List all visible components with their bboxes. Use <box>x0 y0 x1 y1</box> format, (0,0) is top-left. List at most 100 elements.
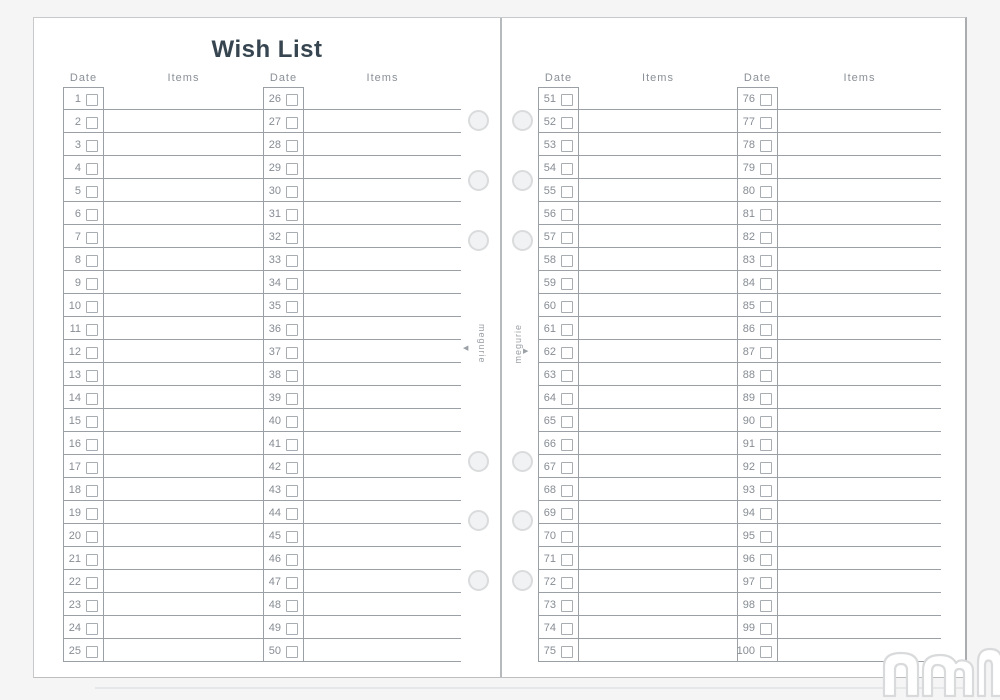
date-checkbox[interactable] <box>86 576 98 589</box>
date-checkbox[interactable] <box>286 530 298 543</box>
date-checkbox[interactable] <box>760 392 772 405</box>
date-checkbox[interactable] <box>561 116 573 129</box>
date-checkbox[interactable] <box>760 645 772 658</box>
date-checkbox[interactable] <box>760 530 772 543</box>
date-checkbox[interactable] <box>286 507 298 520</box>
date-checkbox[interactable] <box>561 392 573 405</box>
date-checkbox[interactable] <box>286 346 298 359</box>
date-checkbox[interactable] <box>760 507 772 520</box>
date-checkbox[interactable] <box>86 461 98 474</box>
date-checkbox[interactable] <box>561 415 573 428</box>
date-checkbox[interactable] <box>760 254 772 267</box>
date-checkbox[interactable] <box>561 369 573 382</box>
date-checkbox[interactable] <box>86 277 98 290</box>
date-checkbox[interactable] <box>561 507 573 520</box>
date-checkbox[interactable] <box>760 323 772 336</box>
date-checkbox[interactable] <box>286 622 298 635</box>
date-checkbox[interactable] <box>286 254 298 267</box>
date-checkbox[interactable] <box>561 530 573 543</box>
date-checkbox[interactable] <box>561 323 573 336</box>
date-checkbox[interactable] <box>286 208 298 221</box>
date-checkbox[interactable] <box>561 484 573 497</box>
date-checkbox[interactable] <box>86 185 98 198</box>
date-checkbox[interactable] <box>286 162 298 175</box>
date-checkbox[interactable] <box>760 93 772 106</box>
date-checkbox[interactable] <box>86 116 98 129</box>
date-checkbox[interactable] <box>561 346 573 359</box>
date-checkbox[interactable] <box>561 254 573 267</box>
date-checkbox[interactable] <box>86 208 98 221</box>
date-checkbox[interactable] <box>286 93 298 106</box>
date-checkbox[interactable] <box>286 461 298 474</box>
date-checkbox[interactable] <box>760 277 772 290</box>
date-checkbox[interactable] <box>561 438 573 451</box>
date-checkbox[interactable] <box>561 162 573 175</box>
date-checkbox[interactable] <box>286 438 298 451</box>
date-checkbox[interactable] <box>760 415 772 428</box>
date-checkbox[interactable] <box>86 599 98 612</box>
date-checkbox[interactable] <box>286 553 298 566</box>
date-checkbox[interactable] <box>86 346 98 359</box>
date-checkbox[interactable] <box>286 415 298 428</box>
date-checkbox[interactable] <box>286 599 298 612</box>
date-checkbox[interactable] <box>86 139 98 152</box>
date-checkbox[interactable] <box>760 116 772 129</box>
date-checkbox[interactable] <box>286 576 298 589</box>
date-checkbox[interactable] <box>86 530 98 543</box>
date-checkbox[interactable] <box>561 185 573 198</box>
date-checkbox[interactable] <box>760 369 772 382</box>
date-checkbox[interactable] <box>561 461 573 474</box>
date-checkbox[interactable] <box>760 231 772 244</box>
date-checkbox[interactable] <box>760 438 772 451</box>
date-checkbox[interactable] <box>86 254 98 267</box>
date-checkbox[interactable] <box>86 553 98 566</box>
date-checkbox[interactable] <box>86 415 98 428</box>
date-checkbox[interactable] <box>86 392 98 405</box>
date-checkbox[interactable] <box>86 645 98 658</box>
date-checkbox[interactable] <box>86 438 98 451</box>
date-checkbox[interactable] <box>561 208 573 221</box>
date-checkbox[interactable] <box>760 162 772 175</box>
date-checkbox[interactable] <box>561 139 573 152</box>
date-checkbox[interactable] <box>286 323 298 336</box>
date-checkbox[interactable] <box>760 139 772 152</box>
date-checkbox[interactable] <box>286 116 298 129</box>
date-checkbox[interactable] <box>561 93 573 106</box>
date-checkbox[interactable] <box>561 622 573 635</box>
date-checkbox[interactable] <box>760 346 772 359</box>
date-checkbox[interactable] <box>286 645 298 658</box>
date-checkbox[interactable] <box>760 576 772 589</box>
date-checkbox[interactable] <box>286 185 298 198</box>
date-checkbox[interactable] <box>760 300 772 313</box>
date-checkbox[interactable] <box>86 93 98 106</box>
date-checkbox[interactable] <box>561 231 573 244</box>
date-checkbox[interactable] <box>86 231 98 244</box>
date-checkbox[interactable] <box>286 369 298 382</box>
date-checkbox[interactable] <box>760 553 772 566</box>
date-checkbox[interactable] <box>561 599 573 612</box>
date-checkbox[interactable] <box>561 553 573 566</box>
date-checkbox[interactable] <box>760 208 772 221</box>
date-checkbox[interactable] <box>286 300 298 313</box>
date-checkbox[interactable] <box>760 622 772 635</box>
date-checkbox[interactable] <box>286 139 298 152</box>
date-checkbox[interactable] <box>561 576 573 589</box>
date-checkbox[interactable] <box>760 461 772 474</box>
date-checkbox[interactable] <box>561 277 573 290</box>
date-checkbox[interactable] <box>561 300 573 313</box>
date-checkbox[interactable] <box>561 645 573 658</box>
date-checkbox[interactable] <box>86 622 98 635</box>
date-checkbox[interactable] <box>86 507 98 520</box>
date-checkbox[interactable] <box>86 369 98 382</box>
date-checkbox[interactable] <box>86 300 98 313</box>
date-checkbox[interactable] <box>286 231 298 244</box>
date-checkbox[interactable] <box>86 484 98 497</box>
date-checkbox[interactable] <box>760 185 772 198</box>
date-checkbox[interactable] <box>86 162 98 175</box>
date-checkbox[interactable] <box>86 323 98 336</box>
date-checkbox[interactable] <box>760 599 772 612</box>
date-checkbox[interactable] <box>286 277 298 290</box>
date-checkbox[interactable] <box>286 392 298 405</box>
date-checkbox[interactable] <box>286 484 298 497</box>
date-checkbox[interactable] <box>760 484 772 497</box>
